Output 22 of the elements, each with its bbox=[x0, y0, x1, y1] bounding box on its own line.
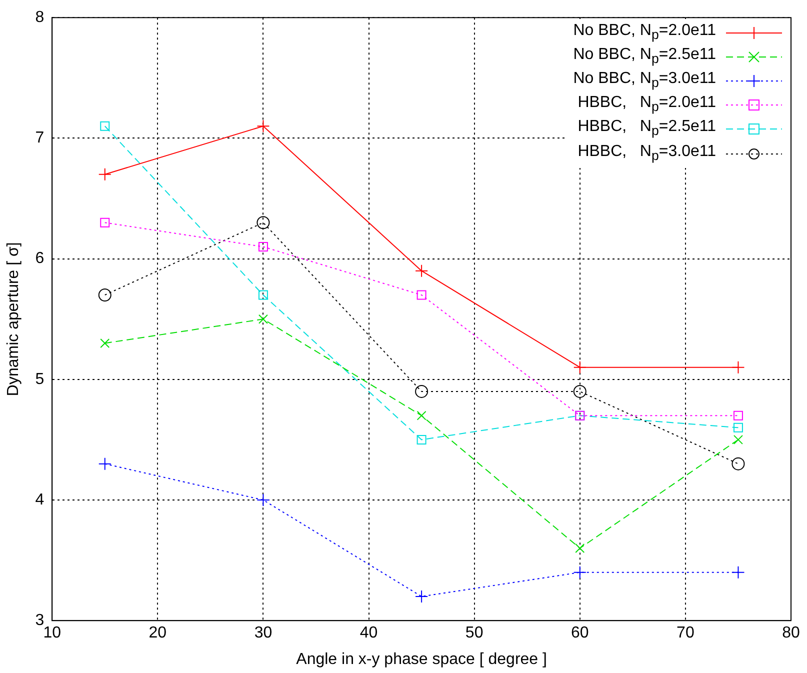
legend-label: No BBC, N$_{p}$=2.0e11 bbox=[573, 20, 716, 44]
x-tick-label: 30 bbox=[254, 624, 272, 642]
y-tick-label: 7 bbox=[35, 130, 44, 147]
x-tick-label: 20 bbox=[148, 624, 167, 642]
y-tick-label: 5 bbox=[35, 370, 44, 388]
x-tick-label: 80 bbox=[782, 624, 800, 642]
x-axis-title: Angle in x-y phase space [ degree ] bbox=[296, 650, 547, 668]
y-tick-label: 8 bbox=[35, 9, 44, 26]
legend-label: HBBC, N$_{p}$=3.0e11 bbox=[578, 142, 716, 165]
legend-label: No BBC, N$_{p}$=2.5e11 bbox=[573, 44, 716, 68]
legend-label: No BBC, N$_{p}$=3.0e11 bbox=[573, 68, 716, 92]
y-tick-label: 3 bbox=[35, 612, 44, 630]
legend-label: HBBC, N$_{p}$=2.5e11 bbox=[578, 117, 716, 141]
y-axis-title: Dynamic aperture [ σ] bbox=[5, 242, 22, 396]
x-tick-label: 60 bbox=[570, 624, 589, 642]
legend-label: HBBC, N$_{p}$=2.0e11 bbox=[578, 93, 716, 116]
x-tick-label: 10 bbox=[43, 624, 62, 642]
x-tick-label: 40 bbox=[360, 624, 378, 642]
x-tick-label: 50 bbox=[465, 624, 484, 642]
y-tick-label: 6 bbox=[35, 250, 44, 268]
x-tick-label: 70 bbox=[676, 624, 694, 642]
y-tick-label: 4 bbox=[35, 491, 44, 508]
